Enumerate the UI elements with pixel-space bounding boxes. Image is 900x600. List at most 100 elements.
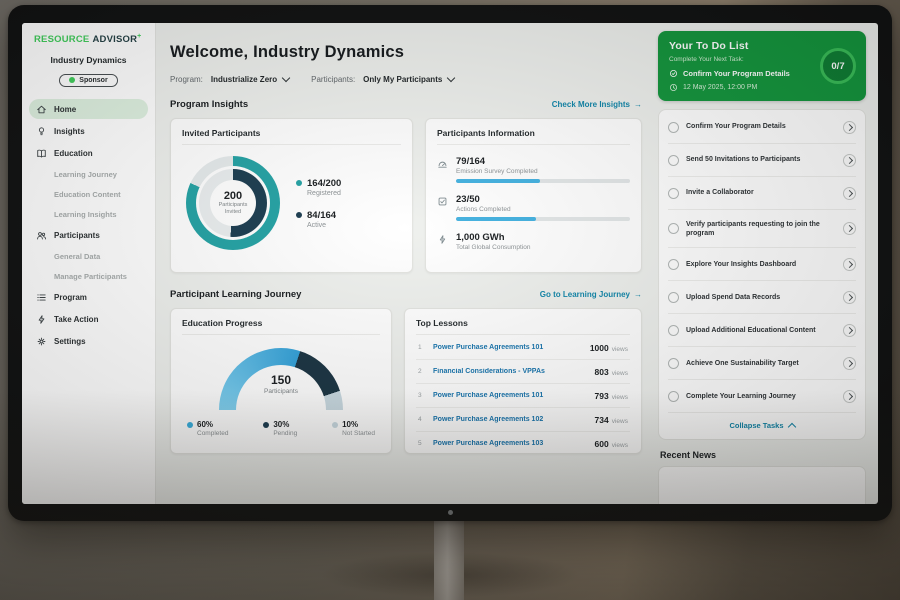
program-filter-label: Program: <box>170 75 203 84</box>
sidebar-item-learning-insights[interactable]: Learning Insights <box>54 209 117 219</box>
lesson-row: 5 Power Purchase Agreements 103 600 views <box>418 438 628 449</box>
chevron-right-icon <box>845 293 853 301</box>
task-checkbox[interactable] <box>668 291 679 303</box>
sidebar-item-home[interactable]: Home <box>29 99 148 120</box>
todo-subtitle: Complete Your Next Task: <box>669 56 744 63</box>
task-row[interactable]: Upload Spend Data Records <box>668 281 856 315</box>
participants-filter-select[interactable]: Only My Participants <box>363 73 456 84</box>
sidebar-item-program[interactable]: Program <box>29 287 148 307</box>
task-row[interactable]: Achieve One Sustainability Target <box>668 347 856 381</box>
sidebar-item-manage-participants[interactable]: Manage Participants <box>54 271 127 281</box>
chevron-right-icon <box>845 225 853 233</box>
lesson-link[interactable]: Power Purchase Agreements 101 <box>433 392 544 399</box>
sponsor-label: Sponsor <box>79 76 108 84</box>
task-open-button[interactable] <box>843 257 856 271</box>
task-row[interactable]: Confirm Your Program Details <box>668 111 856 144</box>
lesson-link[interactable]: Power Purchase Agreements 102 <box>433 416 544 423</box>
task-checkbox[interactable] <box>668 154 679 166</box>
todo-next-task[interactable]: Confirm Your Program Details <box>669 69 809 78</box>
task-open-button[interactable] <box>843 186 856 200</box>
progress-bar-fill <box>456 179 540 183</box>
card-title: Invited Participants <box>182 128 401 145</box>
task-open-button[interactable] <box>843 356 856 370</box>
clock-icon <box>670 84 677 91</box>
lesson-link[interactable]: Power Purchase Agreements 103 <box>433 440 544 447</box>
lesson-row: 4 Power Purchase Agreements 102 734 views <box>416 408 630 432</box>
donut-center-value: 200 <box>223 189 243 202</box>
education-progress-card: Education Progress 150 Participants <box>170 308 392 454</box>
sidebar-item-education[interactable]: Education <box>29 143 148 163</box>
list-icon <box>37 294 46 301</box>
lesson-link[interactable]: Power Purchase Agreements 101 <box>433 344 544 351</box>
chevron-right-icon <box>845 123 853 131</box>
task-checkbox[interactable] <box>668 357 679 369</box>
chevron-down-icon <box>281 73 291 83</box>
sidebar-item-take-action[interactable]: Take Action <box>29 309 148 329</box>
insights-cards-row: Invited Participants 200 Participants In… <box>170 118 642 273</box>
gauge-center-value: 150 <box>270 373 292 387</box>
people-icon <box>37 231 46 240</box>
task-checkbox[interactable] <box>668 187 679 199</box>
collapse-tasks-link[interactable]: Collapse Tasks <box>668 413 856 439</box>
org-block: Industry Dynamics Sponsor <box>22 55 155 99</box>
gauge-center-label: Participants <box>264 388 298 395</box>
task-open-button[interactable] <box>843 120 856 134</box>
todo-list-card: Confirm Your Program Details Send 50 Inv… <box>658 109 866 441</box>
chevron-right-icon <box>845 156 853 164</box>
sidebar-item-participants[interactable]: Participants <box>29 225 148 245</box>
participants-filter-label: Participants: <box>311 75 356 84</box>
legend-dot <box>332 421 339 428</box>
page-title: Welcome, Industry Dynamics <box>170 43 405 61</box>
sidebar-item-learning-journey[interactable]: Learning Journey <box>54 169 117 179</box>
donut-legend: 164/200 Registered 84/164 Active <box>296 178 341 229</box>
progress-bar <box>456 179 630 183</box>
chevron-down-icon <box>447 73 456 83</box>
sidebar-item-insights[interactable]: Insights <box>29 121 148 141</box>
task-row[interactable]: Upload Additional Educational Content <box>668 314 856 348</box>
legend-dot <box>263 421 270 428</box>
sidebar-item-settings[interactable]: Settings <box>29 331 148 351</box>
task-checkbox[interactable] <box>668 121 679 133</box>
task-checkbox[interactable] <box>668 258 679 270</box>
learning-journey-title: Participant Learning Journey <box>170 289 302 300</box>
chevron-right-icon <box>845 260 853 268</box>
org-name: Industry Dynamics <box>50 55 127 66</box>
task-row[interactable]: Invite a Collaborator <box>668 177 856 210</box>
task-row[interactable]: Verify participants requesting to join t… <box>668 210 856 249</box>
power-led <box>448 510 453 515</box>
todo-title: Your To Do List <box>669 40 749 52</box>
todo-progress-badge: 0/7 <box>820 48 856 84</box>
task-checkbox[interactable] <box>668 223 679 235</box>
check-more-insights-link[interactable]: Check More Insights → <box>551 100 642 109</box>
lesson-row: 1 Power Purchase Agreements 101 1000 view… <box>416 336 630 360</box>
task-checkbox[interactable] <box>668 324 679 336</box>
task-open-button[interactable] <box>843 290 856 304</box>
task-open-button[interactable] <box>843 323 856 337</box>
gauge-meter-icon <box>438 161 447 168</box>
lesson-link[interactable]: Financial Considerations - VPPAs <box>433 368 545 375</box>
legend-dot <box>296 212 302 218</box>
chevron-right-icon <box>845 392 853 400</box>
sidebar-item-education-content[interactable]: Education Content <box>54 189 121 199</box>
sidebar-item-general-data[interactable]: General Data <box>54 251 101 261</box>
arrow-right-icon: → <box>634 290 642 299</box>
task-row[interactable]: Complete Your Learning Journey <box>668 380 856 414</box>
task-row[interactable]: Explore Your Insights Dashboard <box>668 248 856 282</box>
education-gauge-chart: 150 Participants <box>219 348 343 410</box>
card-title: Participants Information <box>437 128 630 145</box>
task-open-button[interactable] <box>843 222 856 236</box>
card-title: Education Progress <box>182 318 380 335</box>
recent-news-card <box>658 466 866 504</box>
task-row[interactable]: Send 50 Invitations to Participants <box>668 144 856 177</box>
task-open-button[interactable] <box>843 389 856 403</box>
program-filter-select[interactable]: Industrialize Zero <box>211 73 291 84</box>
filters-bar: Program: Industrialize Zero Participants… <box>170 73 642 84</box>
screen: RESOURCE ADVISOR+ Industry Dynamics Spons… <box>22 23 878 504</box>
go-to-learning-journey-link[interactable]: Go to Learning Journey → <box>539 290 642 299</box>
program-insights-header: Program Insights Check More Insights → <box>170 99 642 110</box>
invited-donut-chart: 200 Participants Invited <box>186 156 280 250</box>
task-checkbox[interactable] <box>668 390 679 402</box>
program-insights-title: Program Insights <box>170 99 249 110</box>
lesson-row: 2 Financial Considerations - VPPAs 803 vi… <box>416 360 630 384</box>
task-open-button[interactable] <box>843 153 856 167</box>
